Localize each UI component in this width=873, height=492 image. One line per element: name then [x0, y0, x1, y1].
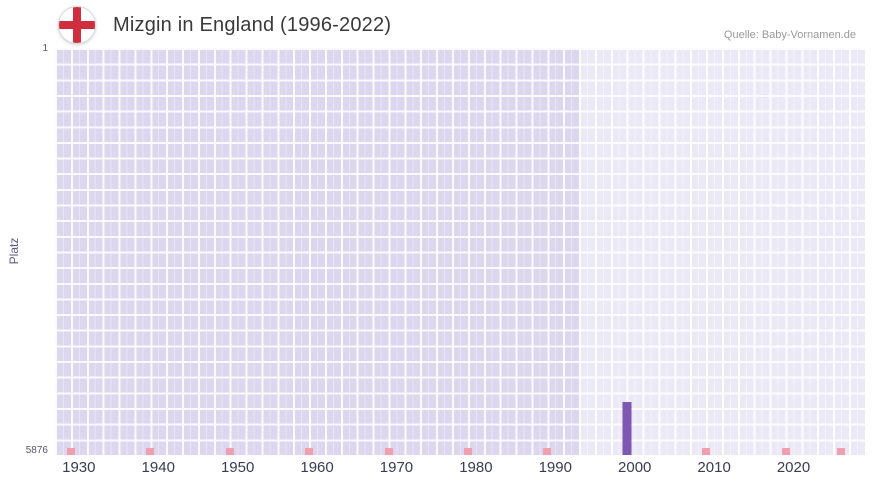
x-tick-label: 2000	[618, 459, 652, 476]
x-tick-label: 1930	[62, 459, 96, 476]
chart-title: Mizgin in England (1996-2022)	[113, 14, 392, 36]
x-tick-label: 2020	[776, 459, 811, 476]
x-tick-label: 1940	[141, 459, 175, 476]
bars-layer	[55, 48, 865, 455]
decade-marker	[305, 448, 314, 455]
flag-cross-horizontal	[59, 21, 95, 29]
decade-marker	[702, 448, 711, 455]
england-flag-icon	[58, 6, 96, 44]
decade-marker	[146, 448, 155, 455]
decade-marker	[384, 448, 393, 455]
decade-marker	[66, 448, 75, 455]
plot-area	[55, 48, 865, 455]
decade-marker	[225, 448, 234, 455]
x-tick-label: 1990	[538, 459, 572, 476]
decade-marker	[837, 448, 846, 455]
x-tick-label: 1980	[459, 459, 493, 476]
x-axis: 1930 1940 1950 1960 1970 1980 1990 2000 2010 2020	[55, 459, 865, 483]
x-tick-label: 1950	[220, 459, 255, 476]
x-tick-label: 1970	[379, 459, 414, 476]
rank-bar-1999[interactable]	[622, 402, 632, 455]
y-tick-max: 5876	[25, 445, 48, 456]
source-attribution: Quelle: Baby-Vornamen.de	[723, 29, 856, 41]
decade-marker	[543, 448, 552, 455]
y-tick-min: 1	[42, 43, 48, 54]
grid-overlay	[55, 48, 865, 455]
x-tick-label: 1960	[300, 459, 334, 476]
decade-marker	[781, 448, 790, 455]
y-axis-label: Platz	[7, 237, 21, 265]
x-tick-label: 2010	[697, 459, 731, 476]
decade-marker	[463, 448, 472, 455]
